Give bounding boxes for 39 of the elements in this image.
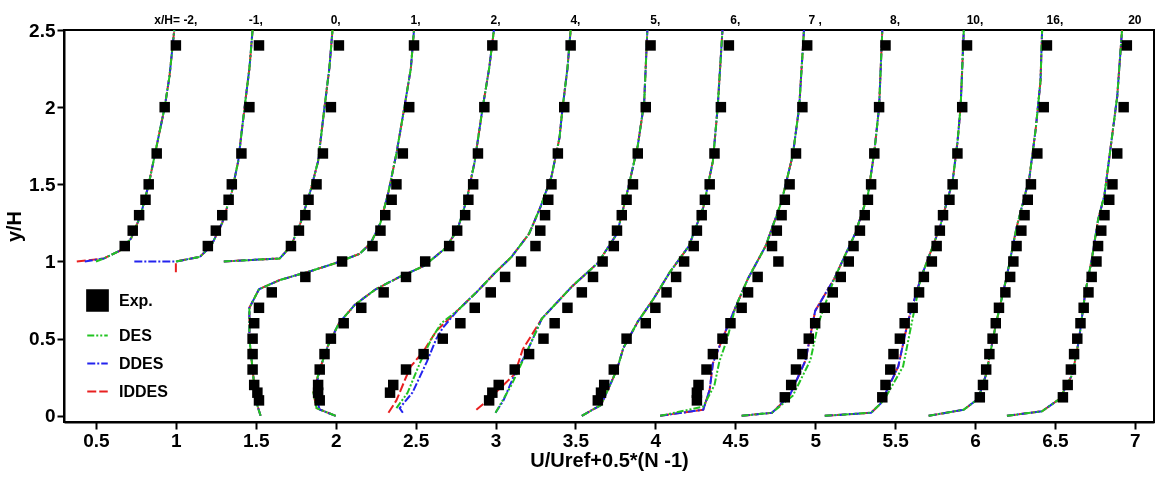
- x-tick-label: 6.5: [1042, 429, 1070, 451]
- text: 2,: [490, 13, 501, 27]
- text: -1,: [248, 13, 263, 27]
- text: 8,: [890, 13, 901, 27]
- x-tick-label: 2.5: [402, 429, 430, 451]
- y-tick-label: 2: [44, 96, 56, 118]
- x-tick-label: 6: [970, 429, 981, 451]
- text: 1,: [410, 13, 421, 27]
- legend-label: DES: [119, 326, 153, 344]
- x-tick-label: 2: [330, 429, 342, 451]
- text: 6,: [730, 13, 741, 27]
- x-tick-label: 3: [490, 429, 502, 451]
- x-tick-label: 5.5: [882, 429, 910, 451]
- x-axis-title: U/Uref+0.5*(N -1): [530, 448, 689, 471]
- legend-label: DDES: [119, 354, 164, 372]
- legend-label: IDDES: [119, 382, 169, 400]
- x-tick-label: 4: [650, 429, 662, 451]
- x-tick-label: 7: [1130, 429, 1141, 451]
- text: 20: [1128, 13, 1142, 27]
- text: 10,: [966, 13, 984, 27]
- legend-label: Exp.: [119, 291, 153, 309]
- text: x/H= -2,: [154, 13, 198, 27]
- text: 4,: [570, 13, 581, 27]
- text: 16,: [1046, 13, 1064, 27]
- y-axis-title: y/H: [3, 210, 26, 243]
- text: 7 ,: [808, 13, 822, 27]
- y-tick-label: 2.5: [29, 19, 56, 41]
- x-tick-label: 4.5: [722, 429, 750, 451]
- y-tick-label: 1: [44, 251, 56, 272]
- x-tick-label: 1: [171, 429, 183, 451]
- x-tick-label: 3.5: [562, 429, 590, 451]
- y-tick-label: 0.5: [29, 328, 56, 350]
- x-tick-label: 0.5: [83, 429, 111, 451]
- text: 5,: [650, 13, 661, 27]
- x-tick-label: 5: [810, 429, 822, 451]
- x-tick-label: 1.5: [243, 429, 270, 451]
- y-tick-label: 0: [44, 405, 56, 427]
- text: 0,: [330, 13, 341, 27]
- y-tick-label: 1.5: [29, 173, 56, 195]
